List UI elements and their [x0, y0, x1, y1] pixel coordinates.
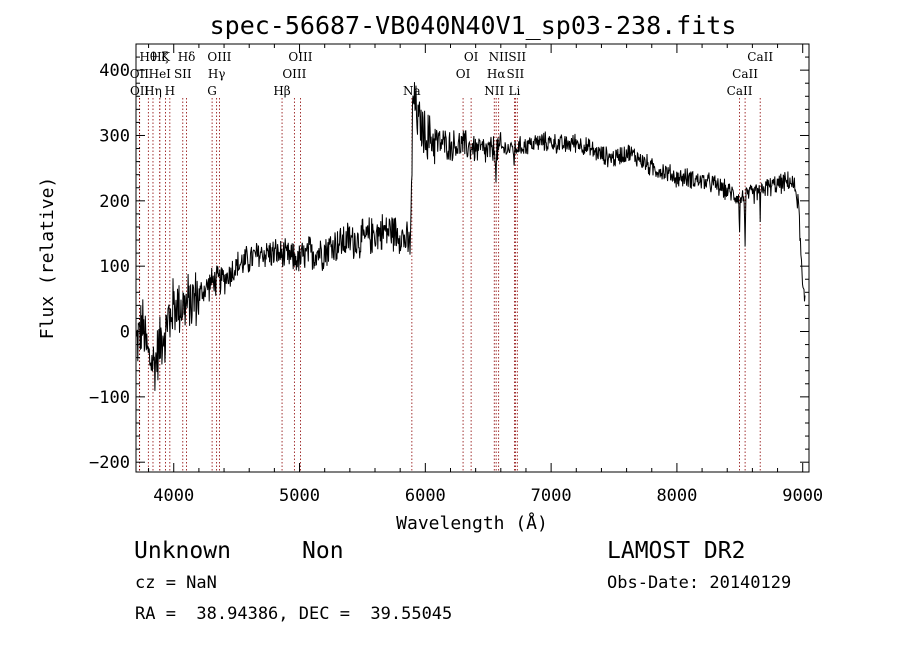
observation-date: Obs-Date: 20140129 — [607, 573, 791, 593]
marker-label: Hη — [144, 84, 162, 98]
marker-label: OIII — [288, 50, 312, 64]
x-tick-label: 8000 — [656, 486, 697, 506]
y-axis-ticks: −200 −100 0 100 200 300 400 — [89, 56, 809, 473]
marker-label: SII — [507, 67, 525, 81]
y-tick-label: 100 — [99, 257, 130, 277]
object-class: Unknown — [134, 538, 231, 564]
marker-label: Hζ — [151, 50, 168, 64]
marker-label: Hβ — [273, 84, 290, 98]
y-tick-label: 0 — [120, 323, 130, 343]
y-tick-label: −100 — [89, 388, 130, 408]
line-markers: HθOIIOIIHηHζHeIKHSIIHδGHγOIIIHβOIIIOIIIN… — [130, 50, 773, 472]
marker-label: OIII — [282, 67, 306, 81]
sky-coordinates: RA = 38.94386, DEC = 39.55045 — [135, 604, 452, 624]
marker-label: Na — [403, 84, 421, 98]
x-axis-label: Wavelength (Å) — [396, 512, 548, 534]
y-tick-label: 400 — [99, 61, 130, 81]
x-tick-label: 4000 — [153, 486, 194, 506]
y-axis-label: Flux (relative) — [37, 177, 58, 340]
x-tick-label: 7000 — [531, 486, 572, 506]
marker-label: H — [165, 84, 175, 98]
object-subclass: Non — [302, 538, 344, 564]
y-tick-label: 200 — [99, 192, 130, 212]
spectrum-line — [135, 82, 806, 391]
marker-label: G — [207, 84, 217, 98]
survey-name: LAMOST DR2 — [607, 538, 745, 564]
x-tick-label: 9000 — [782, 486, 823, 506]
marker-label: CaII — [747, 50, 773, 64]
y-tick-label: 300 — [99, 126, 130, 146]
marker-label: NII — [489, 50, 509, 64]
marker-label: K — [161, 50, 171, 64]
marker-label: HeI — [149, 67, 172, 81]
marker-label: Hα — [487, 67, 506, 81]
y-tick-label: −200 — [89, 453, 130, 473]
marker-label: CaII — [727, 84, 753, 98]
marker-label: NII — [484, 84, 504, 98]
marker-label: Hθ — [139, 50, 157, 64]
x-tick-label: 5000 — [279, 486, 320, 506]
marker-label: SII — [174, 67, 192, 81]
marker-label: OII — [130, 67, 150, 81]
chart-title: spec-56687-VB040N40V1_sp03-238.fits — [210, 11, 737, 40]
marker-label: CaII — [732, 67, 758, 81]
marker-label: OI — [464, 50, 479, 64]
marker-label: OII — [130, 84, 150, 98]
marker-label: Hδ — [178, 50, 196, 64]
marker-label: OIII — [207, 50, 231, 64]
plot-frame — [135, 43, 810, 473]
redshift-cz: cz = NaN — [135, 573, 217, 593]
x-axis-ticks: 4000 5000 6000 7000 8000 9000 — [148, 44, 823, 506]
marker-label: Hγ — [208, 67, 226, 81]
marker-label: Li — [508, 84, 520, 98]
marker-label: SII — [508, 50, 526, 64]
marker-label: OI — [456, 67, 471, 81]
x-tick-label: 6000 — [405, 486, 446, 506]
